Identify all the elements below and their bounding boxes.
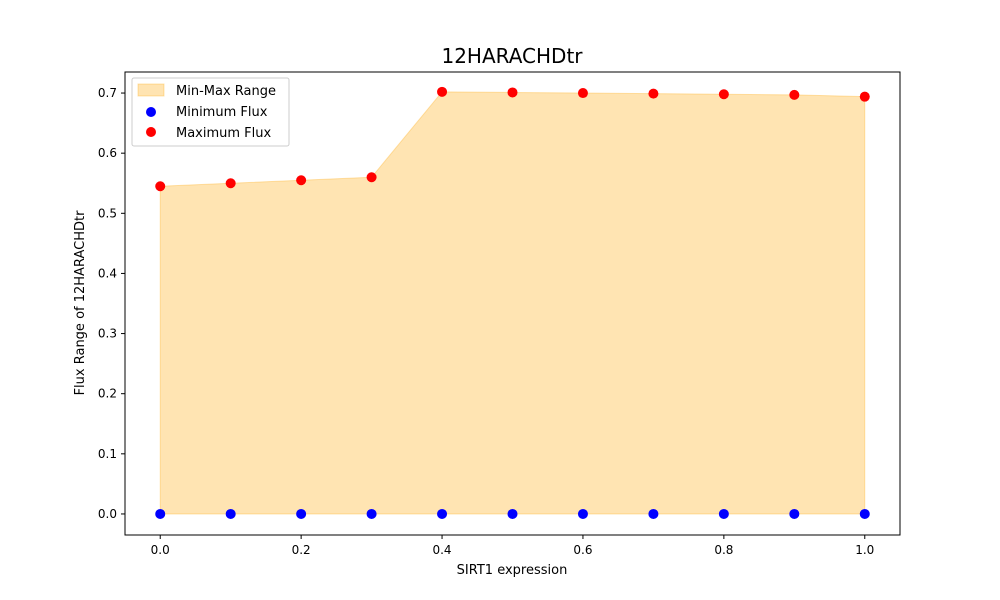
axes-frame xyxy=(124,71,901,536)
y-axis-label: Flux Range of 12HARACHDtr xyxy=(73,210,88,395)
max-flux-point xyxy=(366,172,377,183)
legend-label-max: Maximum Flux xyxy=(176,126,272,141)
min-flux-point xyxy=(225,508,236,519)
plot-area: 0.0 0.2 0.4 0.6 0.8 1.0 0.0 0.1 0.2 0.3 0.4 0.5 0.6 0… xyxy=(98,71,901,557)
legend-swatch-min xyxy=(146,107,156,117)
legend-label-min: Minimum Flux xyxy=(176,105,268,120)
min-flux-point xyxy=(507,508,518,519)
min-flux-point xyxy=(155,508,166,519)
x-tick-label: 0.8 xyxy=(714,543,733,557)
max-flux-point xyxy=(859,91,870,102)
min-flux-point xyxy=(648,508,659,519)
x-tick-label: 0.4 xyxy=(432,543,451,557)
max-flux-point xyxy=(718,89,729,100)
max-flux-point xyxy=(296,175,307,186)
min-flux-point xyxy=(859,508,870,519)
max-flux-point xyxy=(577,88,588,99)
legend-frame xyxy=(131,77,290,147)
x-tick-label: 0.0 xyxy=(151,543,170,557)
min-flux-point xyxy=(789,508,800,519)
min-flux-point xyxy=(437,508,448,519)
min-flux-point xyxy=(718,508,729,519)
max-flux-point xyxy=(789,89,800,100)
x-tick-label: 1.0 xyxy=(855,543,874,557)
y-tick-label: 0.6 xyxy=(98,146,117,160)
legend: Min-Max Range Minimum Flux Maximum Flux xyxy=(131,77,290,147)
y-tick-label: 0.2 xyxy=(98,387,117,401)
max-flux-point xyxy=(507,87,518,98)
max-flux-point xyxy=(648,88,659,99)
legend-label-range: Min-Max Range xyxy=(176,84,276,99)
y-tick-label: 0.5 xyxy=(98,206,117,220)
y-tick-label: 0.4 xyxy=(98,266,117,280)
x-axis-label: SIRT1 expression xyxy=(457,563,568,578)
x-tick-label: 0.6 xyxy=(573,543,592,557)
y-tick-label: 0.1 xyxy=(98,447,117,461)
max-flux-point xyxy=(437,86,448,97)
chart-title: 12HARACHDtr xyxy=(441,44,583,68)
min-flux-point xyxy=(366,508,377,519)
x-tick-label: 0.2 xyxy=(292,543,311,557)
y-tick-label: 0.7 xyxy=(98,86,117,100)
min-flux-point xyxy=(296,508,307,519)
legend-swatch-max xyxy=(146,127,156,137)
min-max-range-area xyxy=(159,91,866,515)
y-tick-label: 0.0 xyxy=(98,507,117,521)
legend-swatch-range xyxy=(137,83,165,97)
min-flux-point xyxy=(577,508,588,519)
max-flux-point xyxy=(155,181,166,192)
y-tick-label: 0.3 xyxy=(98,327,117,341)
max-flux-point xyxy=(225,178,236,189)
